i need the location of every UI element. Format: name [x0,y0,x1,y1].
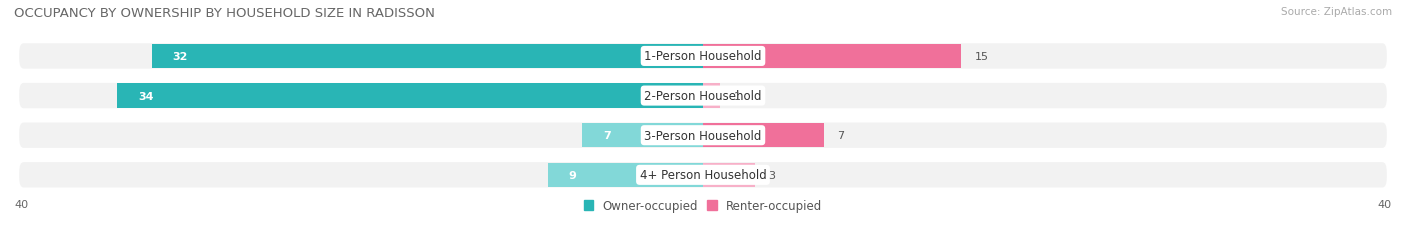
Text: 4+ Person Household: 4+ Person Household [640,169,766,182]
Bar [703,84,720,108]
Bar [703,123,824,148]
Text: 1: 1 [734,91,741,101]
Text: Source: ZipAtlas.com: Source: ZipAtlas.com [1281,7,1392,17]
Text: 7: 7 [838,131,845,141]
Text: 40: 40 [1378,199,1392,209]
Text: 32: 32 [173,52,188,62]
Text: 3: 3 [769,170,776,180]
Bar [117,84,703,108]
FancyBboxPatch shape [20,162,1386,188]
Bar [703,44,962,69]
Bar [548,163,703,187]
Text: 15: 15 [976,52,990,62]
Text: 7: 7 [603,131,610,141]
Bar [582,123,703,148]
FancyBboxPatch shape [20,123,1386,148]
Bar [703,163,755,187]
Legend: Owner-occupied, Renter-occupied: Owner-occupied, Renter-occupied [579,195,827,217]
Text: 3-Person Household: 3-Person Household [644,129,762,142]
Text: 40: 40 [14,199,28,209]
Text: OCCUPANCY BY OWNERSHIP BY HOUSEHOLD SIZE IN RADISSON: OCCUPANCY BY OWNERSHIP BY HOUSEHOLD SIZE… [14,7,434,20]
Text: 9: 9 [568,170,576,180]
Text: 1-Person Household: 1-Person Household [644,50,762,63]
Bar [152,44,703,69]
Text: 34: 34 [138,91,153,101]
FancyBboxPatch shape [20,84,1386,109]
FancyBboxPatch shape [20,44,1386,69]
Text: 2-Person Household: 2-Person Household [644,90,762,103]
